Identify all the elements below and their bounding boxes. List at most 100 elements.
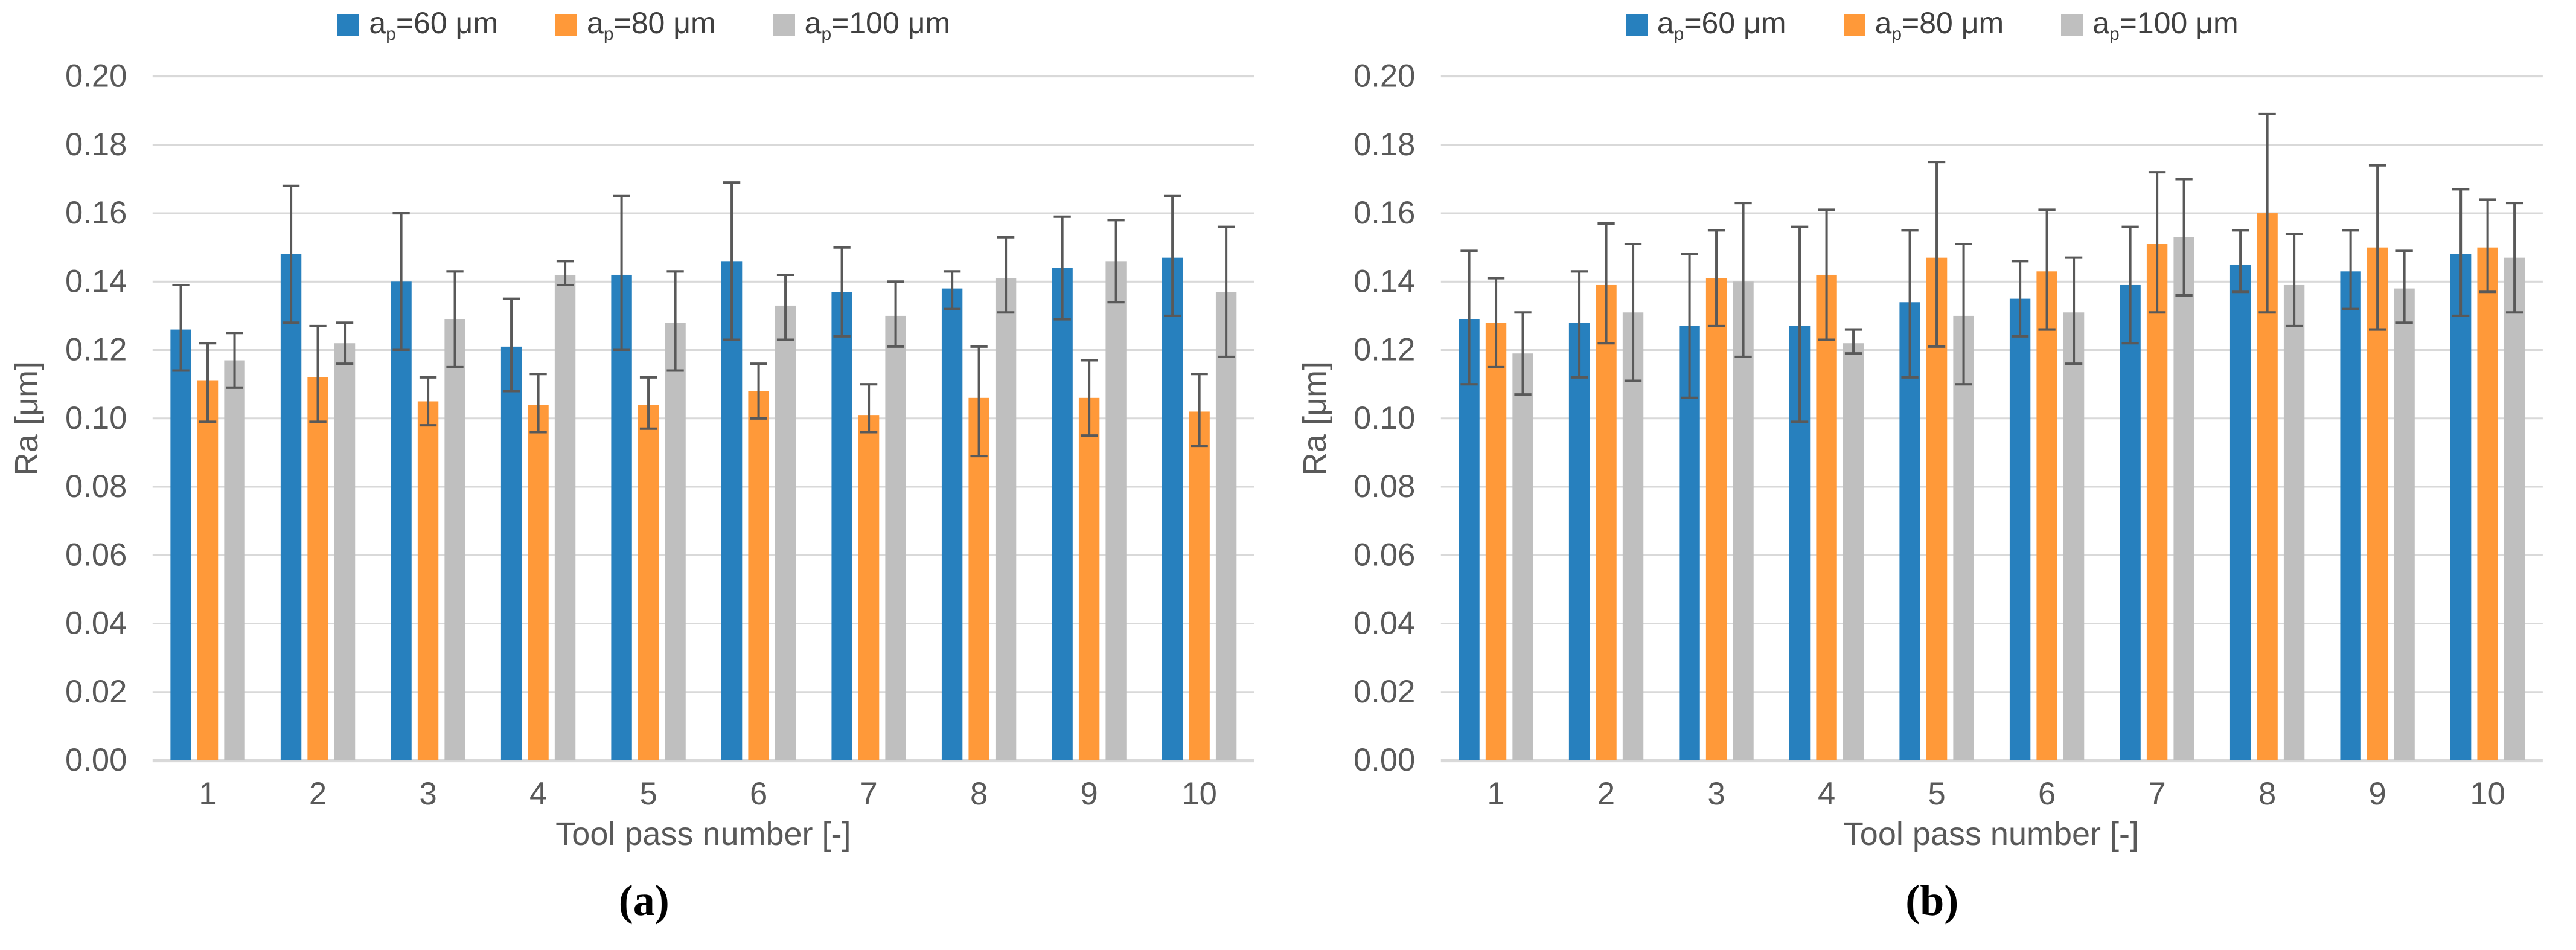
bar-ap100: [1843, 343, 1864, 761]
bar-ap80: [1595, 284, 1617, 761]
bar-ap60: [721, 261, 743, 761]
x-tick-label: 2: [309, 776, 327, 812]
legend-item-ap60: ap=60 μm: [1625, 5, 1786, 45]
x-tick-label: 10: [2470, 776, 2505, 812]
y-tick-label: 0.20: [65, 59, 127, 94]
x-tick-label: 6: [750, 776, 767, 812]
bar-ap60: [1162, 257, 1183, 761]
legend-label: ap=80 μm: [1874, 5, 2004, 44]
bar-ap80: [748, 391, 769, 761]
y-axis-title: Ra [μm]: [8, 361, 45, 476]
bar-ap60: [831, 292, 852, 761]
bar-ap100: [1732, 281, 1754, 761]
bar-ap100: [2283, 284, 2304, 761]
y-tick-label: 0.00: [1354, 742, 1415, 778]
subfigure-caption-a: (a): [618, 876, 670, 925]
x-tick-label: 8: [2258, 776, 2275, 812]
bar-ap60: [2009, 298, 2030, 761]
legend-item-ap60: ap=60 μm: [337, 5, 498, 45]
bar-ap100: [554, 274, 576, 761]
legend-label: ap=80 μm: [587, 5, 716, 44]
y-tick-label: 0.08: [65, 469, 127, 504]
x-tick-label: 10: [1181, 776, 1216, 812]
x-tick-label: 5: [1928, 776, 1945, 812]
x-tick-label: 1: [199, 776, 216, 812]
bar-ap100: [2504, 257, 2525, 761]
y-tick-label: 0.00: [65, 742, 127, 778]
y-tick-label: 0.02: [1354, 674, 1415, 710]
legend-swatch: [555, 14, 577, 36]
y-axis-title: Ra [μm]: [1296, 361, 1333, 476]
bar-ap60: [170, 329, 191, 761]
bar-ap80: [528, 405, 549, 761]
bar-ap60: [1458, 319, 1480, 761]
y-tick-label: 0.18: [1354, 127, 1415, 162]
x-axis-title-row: Tool pass number [-]: [0, 815, 1288, 862]
x-axis-title: Tool pass number [-]: [1843, 816, 2139, 853]
x-axis-title-row: Tool pass number [-]: [1288, 815, 2576, 862]
x-tick-label: 5: [639, 776, 657, 812]
x-tick-label: 3: [1707, 776, 1725, 812]
bar-ap80: [2367, 247, 2388, 761]
legend-label: ap=60 μm: [369, 5, 498, 44]
bar-ap60: [941, 288, 963, 761]
y-tick-label: 0.04: [65, 606, 127, 641]
legend-swatch: [1843, 14, 1865, 36]
bar-ap100: [2173, 237, 2194, 761]
bar-ap60: [280, 254, 302, 761]
y-tick-label: 0.06: [1354, 537, 1415, 573]
legend-swatch: [773, 14, 795, 36]
bar-ap60: [2450, 254, 2471, 761]
y-tick-label: 0.08: [1354, 469, 1415, 504]
x-tick-label: 3: [419, 776, 436, 812]
bar-ap80: [307, 377, 328, 761]
x-tick-label: 1: [1487, 776, 1504, 812]
bar-ap80: [1078, 397, 1100, 761]
bar-ap100: [1512, 353, 1533, 761]
bar-ap100: [1215, 292, 1237, 761]
y-tick-label: 0.16: [65, 195, 127, 231]
legend-swatch: [2061, 14, 2083, 36]
x-tick-label: 6: [2037, 776, 2055, 812]
bar-ap80: [1815, 274, 1837, 761]
legend-label: ap=60 μm: [1657, 5, 1786, 44]
legend-item-ap100: ap=100 μm: [2061, 5, 2239, 45]
legend-item-ap100: ap=100 μm: [773, 5, 950, 45]
bar-ap100: [885, 315, 906, 761]
legend-item-ap80: ap=80 μm: [1843, 5, 2004, 45]
bar-ap60: [2119, 284, 2141, 761]
y-tick-label: 0.02: [65, 674, 127, 710]
legend-swatch: [1625, 14, 1648, 36]
legend-item-ap80: ap=80 μm: [555, 5, 716, 45]
bar-ap60: [2229, 264, 2251, 761]
y-tick-label: 0.20: [1354, 59, 1415, 94]
bar-ap80: [2036, 271, 2057, 761]
bar-ap100: [1952, 315, 1974, 761]
bar-ap100: [224, 360, 245, 761]
x-tick-label: 9: [1081, 776, 1098, 812]
chart-panel-a: ap=60 μm ap=80 μm ap=100 μm Ra [μm] 0.00 0.…: [0, 5, 1288, 925]
bar-ap100: [1622, 312, 1643, 761]
bar-ap80: [2146, 244, 2167, 761]
legend-b: ap=60 μm ap=80 μm ap=100 μm: [1288, 4, 2576, 46]
bar-ap80: [197, 380, 219, 761]
x-axis-title: Tool pass number [-]: [555, 816, 851, 853]
y-tick-label: 0.14: [1354, 263, 1415, 299]
bar-ap80: [1485, 323, 1506, 761]
bar-ap100: [995, 278, 1017, 761]
bar-ap100: [2393, 288, 2415, 761]
x-tick-label: 4: [529, 776, 547, 812]
bar-ap100: [334, 343, 356, 761]
y-tick-label: 0.12: [65, 332, 127, 368]
y-tick-label: 0.16: [1354, 195, 1415, 231]
y-tick-label: 0.12: [1354, 332, 1415, 368]
bar-ap60: [611, 274, 632, 761]
bar-ap60: [2339, 271, 2361, 761]
bar-ap80: [858, 415, 880, 761]
bar-ap80: [1705, 278, 1727, 761]
bar-chart-svg-a: 0.00 0.02 0.04 0.06 0.08 0.10 0.12 0.14 0.16 0.18…: [65, 59, 1254, 812]
bar-ap100: [1105, 261, 1127, 761]
bar-ap80: [2476, 247, 2498, 761]
bar-chart-svg-b: 0.00 0.02 0.04 0.06 0.08 0.10 0.12 0.14 0.16 0.18…: [1354, 59, 2543, 812]
